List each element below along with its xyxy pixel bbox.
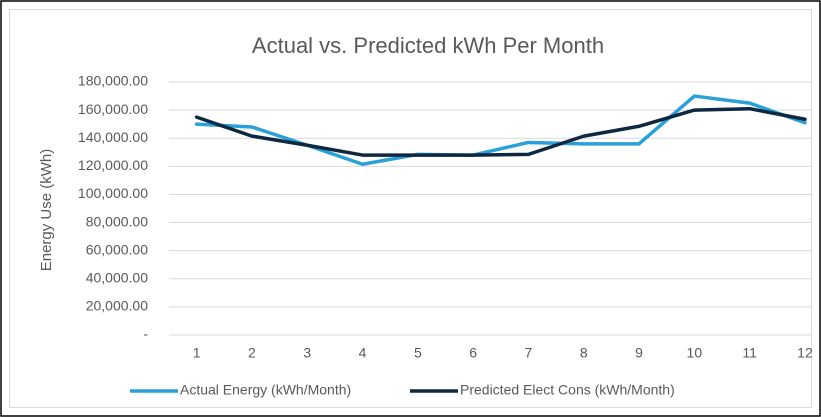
y-tick-label: -	[143, 326, 148, 342]
legend-label: Actual Energy (kWh/Month)	[180, 382, 351, 398]
chart-border	[9, 9, 812, 408]
y-tick-label: 20,000.00	[86, 298, 148, 314]
y-tick-label: 120,000.00	[78, 157, 148, 173]
x-tick-label: 6	[469, 345, 477, 361]
x-tick-label: 7	[525, 345, 533, 361]
y-tick-label: 80,000.00	[86, 213, 148, 229]
series-line	[194, 106, 807, 157]
x-tick-label: 2	[248, 345, 256, 361]
y-tick-label: 100,000.00	[78, 185, 148, 201]
x-tick-label: 4	[359, 345, 367, 361]
x-tick-label: 12	[797, 345, 813, 361]
y-tick-label: 140,000.00	[78, 129, 148, 145]
legend-label: Predicted Elect Cons (kWh/Month)	[460, 382, 675, 398]
x-tick-label: 5	[414, 345, 422, 361]
chart-title: Actual vs. Predicted kWh Per Month	[252, 33, 604, 58]
y-tick-label: 40,000.00	[86, 269, 148, 285]
y-axis-label: Energy Use (kWh)	[38, 149, 55, 272]
x-tick-label: 11	[742, 345, 757, 361]
y-tick-label: 60,000.00	[86, 241, 148, 257]
x-tick-label: 10	[687, 345, 703, 361]
x-tick-label: 9	[635, 345, 643, 361]
y-tick-label: 160,000.00	[78, 101, 148, 117]
x-tick-label: 1	[193, 345, 201, 361]
x-tick-label: 8	[580, 345, 588, 361]
x-tick-label: 3	[303, 345, 311, 361]
y-tick-label: 180,000.00	[78, 73, 148, 89]
